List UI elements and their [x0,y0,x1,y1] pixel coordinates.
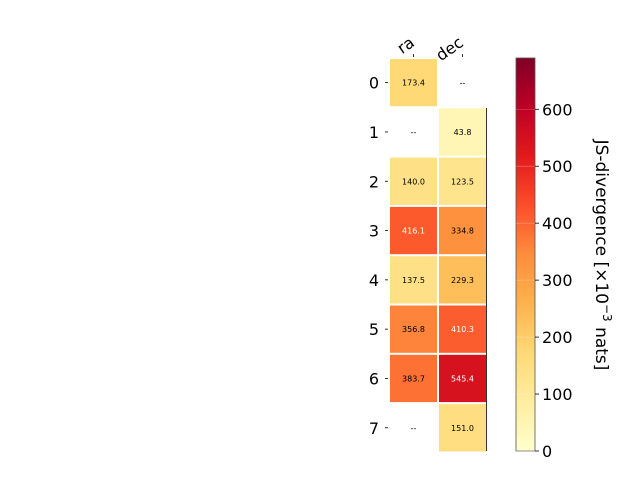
cell-label: 410.3 [451,325,474,334]
heatmap-cell [390,206,437,255]
cell-label: -- [460,79,466,88]
y-tick-label: 1 [369,123,379,142]
heatmap-cell [439,256,486,304]
cell-label: 43.8 [454,128,472,137]
heatmap-cells: 173.4 -- -- 43.8 140.0 123.5 416.1 334.8 137.5 22… [390,59,486,452]
colorbar-tick-label: 400 [542,214,573,233]
heatmap-cell [390,157,437,205]
cell-label: -- [411,424,417,433]
cell-label: 356.8 [402,325,425,334]
cell-label: 173.4 [402,79,425,88]
heatmap-cell [439,206,486,255]
cell-label: -- [411,128,417,137]
y-tick-label: 0 [369,74,379,93]
cell-label: 545.4 [451,374,474,383]
heatmap-cell [439,157,486,205]
y-tick-label: 6 [369,369,379,388]
colorbar-tick-label: 0 [542,442,552,461]
heatmap-cell [390,59,437,107]
y-tick-label: 7 [369,419,379,438]
cell-label: 151.0 [451,424,474,433]
x-tick-label: ra [393,33,417,58]
y-tick-label: 5 [369,320,379,339]
heatmap-cell [439,404,486,452]
y-axis: 0 1 2 3 4 5 6 7 [369,74,388,438]
cell-label: 416.1 [402,227,425,236]
colorbar-tick-label: 100 [542,385,573,404]
colorbar-ticks: 0 100 200 300 400 500 600 [516,100,573,461]
cell-label: 123.5 [451,177,474,186]
cell-label: 383.7 [402,374,425,383]
heatmap-cell [390,354,437,403]
colorbar [515,57,536,452]
y-tick-label: 4 [369,271,379,290]
heatmap-cell [390,305,437,353]
colorbar-tick-label: 300 [542,271,573,290]
heatmap-cell [390,256,437,304]
colorbar-tick-label: 600 [542,100,573,119]
heatmap-cell [439,305,486,353]
cell-label: 140.0 [402,177,425,186]
cell-label: 137.5 [402,276,425,285]
cell-label: 229.3 [451,276,474,285]
heatmap-cell [439,354,486,403]
y-tick-label: 3 [369,222,379,241]
colorbar-tick-label: 200 [542,328,573,347]
cell-label: 334.8 [451,227,474,236]
heatmap-cell [439,108,486,156]
x-tick-label: dec [432,33,466,65]
colorbar-tick-label: 500 [542,157,573,176]
colorbar-label: JS-divergence [×10−3 nats] [591,139,614,371]
y-tick-label: 2 [369,172,379,191]
